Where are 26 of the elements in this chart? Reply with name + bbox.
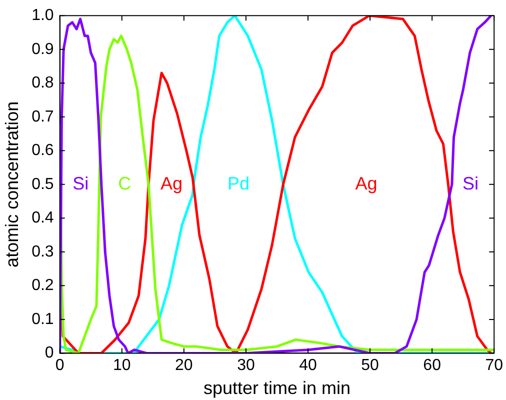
y-tick-label: 1.0 — [32, 7, 54, 24]
x-tick-label: 30 — [237, 357, 255, 374]
series-label: Ag — [160, 173, 183, 194]
series-label: C — [118, 173, 132, 194]
y-tick-label: 0.4 — [32, 210, 54, 227]
series-label: Pd — [227, 173, 250, 194]
x-tick-label: 10 — [112, 357, 131, 374]
y-tick-label: 0.9 — [32, 40, 54, 58]
y-tick-label: 0 — [44, 344, 54, 362]
y-tick-label: 0.1 — [32, 310, 54, 328]
y-axis-title: atomic concentration — [2, 101, 22, 268]
y-tick-label: 0.7 — [32, 108, 54, 126]
text: Si — [72, 173, 89, 194]
x-axis-title: sputter time in min — [203, 378, 351, 398]
y-tick-label: 0.8 — [32, 74, 54, 92]
y-tick-label: 0.5 — [32, 176, 54, 193]
x-tick-label: 50 — [361, 357, 380, 374]
y-tick-label: 0.6 — [32, 142, 54, 160]
x-tick-label: 70 — [485, 357, 504, 374]
x-tick-label: 20 — [175, 357, 193, 374]
y-tick-label: 0.2 — [32, 277, 54, 294]
series-label: Si — [462, 173, 479, 194]
text: Ag — [355, 173, 378, 194]
x-tick-label: 60 — [423, 357, 442, 374]
y-tick-label: 0.3 — [32, 243, 54, 260]
x-tick-label: 40 — [299, 357, 317, 374]
